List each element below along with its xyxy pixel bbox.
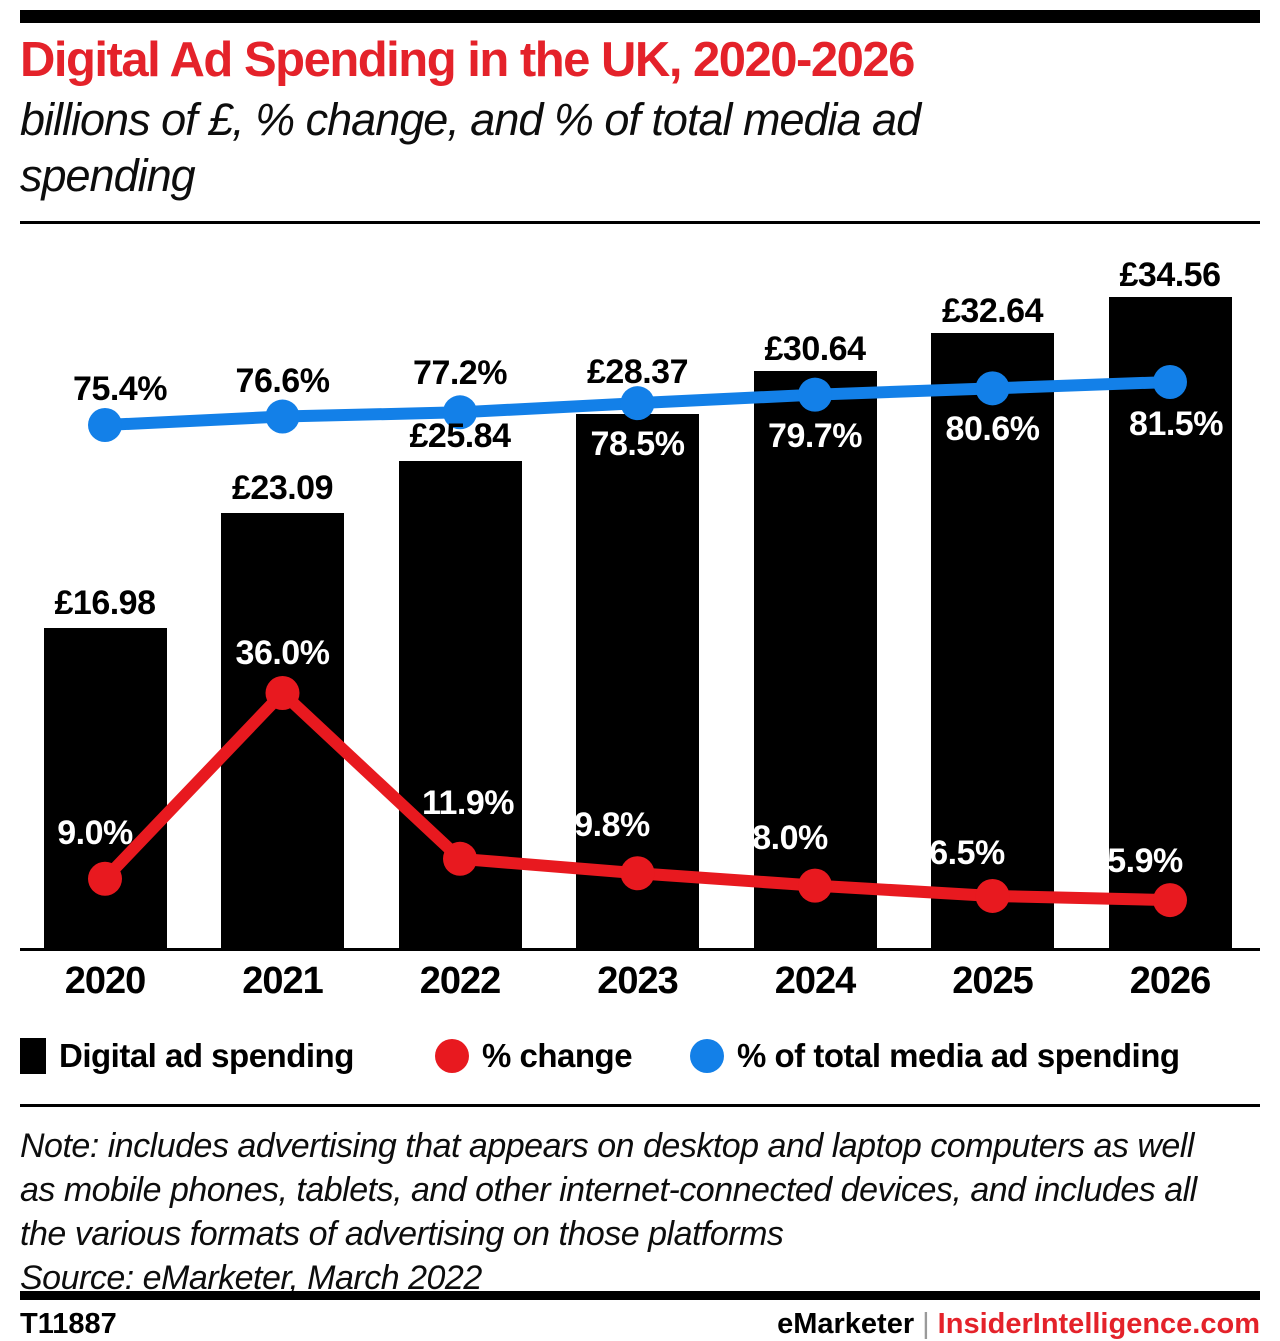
legend-label: % of total media ad spending [737, 1037, 1180, 1074]
pct-change-label-2023: 9.8% [574, 806, 650, 844]
pct-of-total-line-point-2026 [1153, 364, 1187, 399]
legend-item-pct-of-total: % of total media ad spending [690, 1028, 1180, 1084]
pct-change-label-2020: 9.0% [57, 814, 133, 852]
bar-value-label-2020: £16.98 [54, 584, 157, 622]
x-axis-tick-2025: 2025 [952, 960, 1034, 1002]
legend-label: Digital ad spending [59, 1037, 354, 1074]
pct-of-total-line-point-2020 [88, 408, 122, 442]
bar-2026 [1108, 297, 1232, 948]
x-axis-tick-2022: 2022 [419, 960, 502, 1002]
pct-change-label-2026: 5.9% [1107, 842, 1183, 880]
note-line: as mobile phones, tablets, and other int… [20, 1171, 1197, 1209]
footer-brand: eMarketer | InsiderIntelligence.com [777, 1308, 1260, 1341]
pct-of-total-label-2024: 79.7% [768, 417, 862, 455]
legend-label: % change [482, 1037, 633, 1074]
legend: Digital ad spending % change % of total … [20, 1028, 1260, 1084]
pct-change-line-point-2024 [798, 868, 832, 903]
pct-change-label-2024: 8.0% [752, 819, 828, 857]
pct-of-total-line-point-2025 [975, 371, 1010, 406]
note-divider [20, 1104, 1260, 1107]
top-rule [20, 10, 1260, 23]
pct-of-total-line-point-2024 [798, 377, 832, 412]
emarketer-wordmark: eMarketer [777, 1308, 915, 1340]
pct-of-total-label-2023: 78.5% [590, 425, 685, 463]
pct-of-total-label-2021: 76.6% [235, 362, 330, 400]
x-axis-tick-2024: 2024 [774, 960, 857, 1002]
bar-value-label-2023: £28.37 [587, 353, 689, 391]
pct-change-label-2025: 6.5% [929, 834, 1005, 872]
legend-item-pct-change: % change [435, 1028, 633, 1084]
line-series-overlay [88, 364, 1187, 918]
chart-subtitle-line1: billions of £, % change, and % of total … [20, 94, 921, 145]
x-axis-tick-2023: 2023 [597, 960, 679, 1002]
bar-swatch-icon [20, 1038, 46, 1074]
bar-2024 [753, 371, 877, 948]
blue-dot-icon [690, 1039, 724, 1073]
chart-subtitle-line2: spending [20, 150, 196, 201]
pct-of-total-label-2022: 77.2% [413, 354, 507, 392]
legend-item-digital-ad-spending: Digital ad spending [20, 1028, 354, 1084]
chart-title: Digital Ad Spending in the UK, 2020-2026 [20, 33, 915, 87]
pct-of-total-label-2025: 80.6% [945, 410, 1040, 448]
note: Note: includes advertising that appears … [20, 1124, 1270, 1300]
footer-pipe: | [922, 1308, 930, 1340]
source-line: Source: eMarketer, March 2022 [20, 1259, 482, 1297]
bar-2025 [931, 333, 1054, 948]
pct-of-total-line-point-2021 [265, 399, 300, 434]
bar-value-label-2021: £23.09 [232, 469, 334, 507]
pct-change-label-2021: 36.0% [235, 634, 330, 672]
bar-value-label-2025: £32.64 [942, 292, 1044, 330]
x-axis-tick-2020: 2020 [64, 960, 147, 1002]
pct-of-total-label-2026: 81.5% [1129, 405, 1223, 443]
red-dot-icon [435, 1039, 469, 1073]
insider-intelligence-link[interactable]: InsiderIntelligence.com [937, 1308, 1260, 1340]
x-axis-line [20, 948, 1260, 951]
x-axis-tick-2026: 2026 [1129, 960, 1212, 1002]
pct-change-line-point-2022 [443, 841, 477, 876]
bar-value-label-2022: £25.84 [409, 417, 512, 455]
pct-change-line-point-2025 [975, 878, 1010, 913]
pct-change-line-point-2021 [265, 676, 300, 710]
pct-change-line-point-2023 [620, 856, 655, 891]
footer: T11887 eMarketer | InsiderIntelligence.com [20, 1308, 1260, 1341]
pct-change-label-2022: 11.9% [421, 784, 515, 822]
footer-rule [20, 1291, 1260, 1300]
note-line: the various formats of advertising on th… [20, 1215, 784, 1253]
pct-of-total-line-point-2022 [443, 395, 477, 430]
header-divider [20, 221, 1260, 224]
chart-subtitle: billions of £, % change, and % of total … [20, 92, 1260, 204]
bar-value-label-2024: £30.64 [764, 330, 867, 368]
chart-plot: £16.98 75.4% 9.0% 2020 £23.09 76.6% 36.0% 2021 £… [20, 240, 1260, 1002]
pct-change-line-point-2026 [1153, 883, 1187, 918]
x-axis-tick-2021: 2021 [242, 960, 324, 1002]
note-line: Note: includes advertising that appears … [20, 1127, 1194, 1165]
chart-id: T11887 [20, 1308, 117, 1340]
pct-of-total-line-point-2023 [620, 386, 655, 421]
pct-change-line-point-2020 [88, 861, 122, 896]
bar-value-label-2026: £34.56 [1119, 256, 1222, 294]
pct-of-total-label-2020: 75.4% [73, 370, 167, 408]
